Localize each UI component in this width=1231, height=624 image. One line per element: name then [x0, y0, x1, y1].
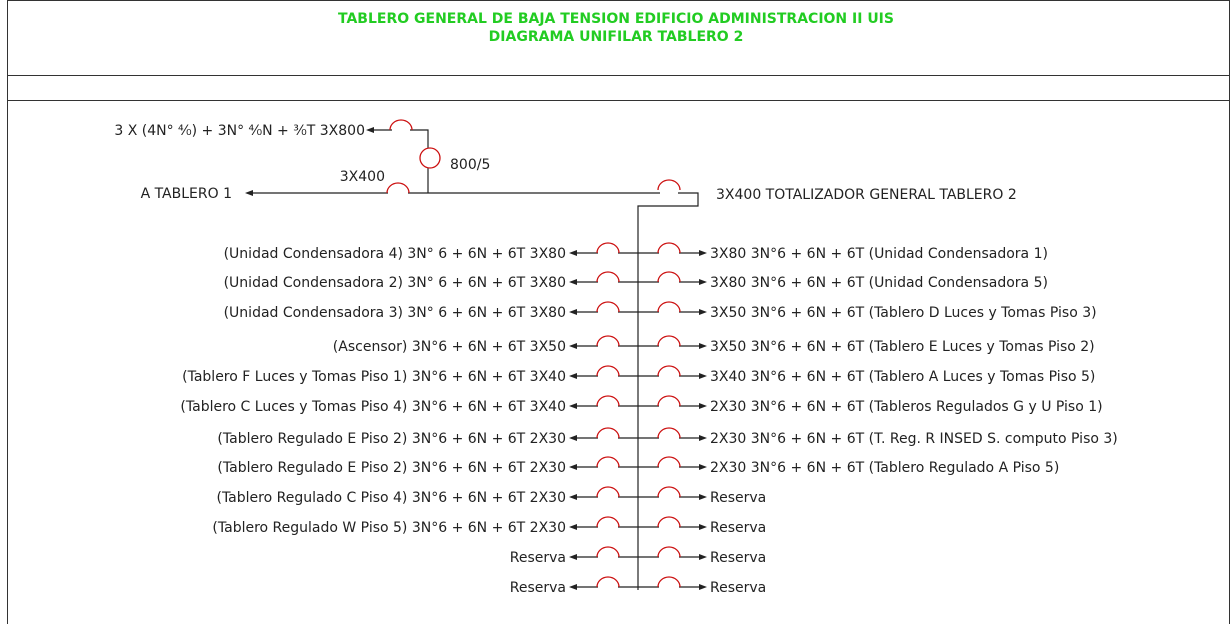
arrow [569, 343, 577, 349]
branch-label: 3X50 3N°6 + 6N + 6T (Tablero D Luces y T… [710, 305, 1097, 321]
breaker [657, 365, 681, 377]
branch-label: (Tablero Regulado E Piso 2) 3N°6 + 6N + … [217, 460, 566, 476]
breaker [657, 486, 681, 498]
arrow [569, 494, 577, 500]
breaker [657, 335, 681, 347]
arrow [569, 309, 577, 315]
branch-label: Reserva [710, 490, 766, 506]
breaker [596, 242, 620, 254]
branch-label: 3X80 3N°6 + 6N + 6T (Unidad Condensadora… [710, 246, 1048, 262]
arrow [699, 279, 707, 285]
branch-label: 3X80 3N°6 + 6N + 6T (Unidad Condensadora… [710, 275, 1048, 291]
main-label: 3X400 TOTALIZADOR GENERAL TABLERO 2 [716, 187, 1017, 203]
branch-label: Reserva [710, 580, 766, 596]
breaker [596, 516, 620, 528]
arrow [569, 464, 577, 470]
arrow [699, 373, 707, 379]
breaker [657, 395, 681, 407]
branch-label: (Ascensor) 3N°6 + 6N + 6T 3X50 [333, 339, 566, 355]
branch-label: Reserva [510, 550, 566, 566]
arrow [569, 524, 577, 530]
arrow [699, 403, 707, 409]
arrow [699, 309, 707, 315]
breaker [596, 427, 620, 439]
breaker [596, 486, 620, 498]
tie-breaker-label: 3X400 [340, 169, 385, 185]
branch-label: 2X30 3N°6 + 6N + 6T (Tableros Regulados … [710, 399, 1103, 415]
subtitle: DIAGRAMA UNIFILAR TABLERO 2 [489, 29, 744, 45]
arrow [569, 250, 577, 256]
frame [7, 0, 1230, 624]
feeder-wiring [245, 119, 699, 590]
arrow [699, 250, 707, 256]
branch-label: (Tablero C Luces y Tomas Piso 4) 3N°6 + … [180, 399, 566, 415]
arrow [699, 435, 707, 441]
branch-label: Reserva [510, 580, 566, 596]
branch-label: 2X30 3N°6 + 6N + 6T (Tablero Regulado A … [710, 460, 1059, 476]
arrow [699, 494, 707, 500]
arrow [569, 403, 577, 409]
arrow [699, 524, 707, 530]
branch-label: Reserva [710, 520, 766, 536]
breaker [657, 242, 681, 254]
breaker [657, 427, 681, 439]
branch-label: Reserva [710, 550, 766, 566]
branch-label: 3X40 3N°6 + 6N + 6T (Tablero A Luces y T… [710, 369, 1095, 385]
arrow [699, 464, 707, 470]
breaker [657, 271, 681, 283]
title: TABLERO GENERAL DE BAJA TENSION EDIFICIO… [338, 11, 894, 27]
arrow [569, 584, 577, 590]
branch-label: 2X30 3N°6 + 6N + 6T (T. Reg. R INSED S. … [710, 431, 1118, 447]
supply-label: 3 X (4N° ⁴⁄₀) + 3N° ⁴⁄₀N + ³⁄₀T 3X800 [114, 123, 365, 139]
breaker [596, 395, 620, 407]
branch-label: (Tablero F Luces y Tomas Piso 1) 3N°6 + … [182, 369, 566, 385]
arrow [699, 343, 707, 349]
breaker [596, 456, 620, 468]
branch-label: (Tablero Regulado C Piso 4) 3N°6 + 6N + … [216, 490, 566, 506]
ct-label: 800/5 [450, 157, 490, 173]
breaker [596, 335, 620, 347]
tie-label: A TABLERO 1 [141, 186, 232, 202]
branch-label: 3X50 3N°6 + 6N + 6T (Tablero E Luces y T… [710, 339, 1095, 355]
breaker [657, 456, 681, 468]
arrow [569, 373, 577, 379]
arrow [569, 279, 577, 285]
arrow [699, 584, 707, 590]
branch-label: (Unidad Condensadora 2) 3N° 6 + 6N + 6T … [224, 275, 566, 291]
arrow [569, 435, 577, 441]
arrow [569, 554, 577, 560]
breaker [657, 301, 681, 313]
branch-label: (Unidad Condensadora 3) 3N° 6 + 6N + 6T … [224, 305, 566, 321]
breaker [657, 576, 681, 588]
branch-label: (Tablero Regulado W Piso 5) 3N°6 + 6N + … [212, 520, 566, 536]
branch-label: (Tablero Regulado E Piso 2) 3N°6 + 6N + … [217, 431, 566, 447]
arrow [699, 554, 707, 560]
breaker [657, 546, 681, 558]
breaker [596, 271, 620, 283]
breaker [596, 576, 620, 588]
breaker [596, 546, 620, 558]
breaker [657, 516, 681, 528]
breaker [596, 301, 620, 313]
breaker [596, 365, 620, 377]
branch-label: (Unidad Condensadora 4) 3N° 6 + 6N + 6T … [224, 246, 566, 262]
